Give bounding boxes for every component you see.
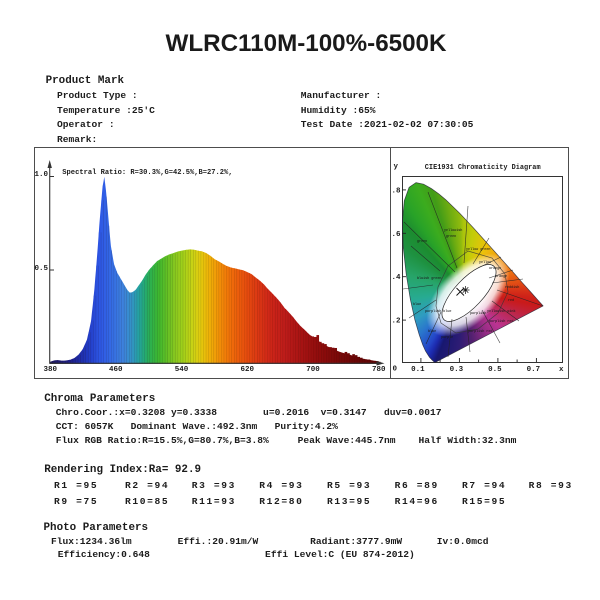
svg-text:yellow: yellow xyxy=(479,260,492,265)
svg-text:.2: .2 xyxy=(391,318,401,326)
svg-text:yellowish pink: yellowish pink xyxy=(487,309,516,314)
svg-text:purplish red: purplish red xyxy=(489,319,513,324)
svg-text:620: 620 xyxy=(241,366,255,374)
svg-text:460: 460 xyxy=(109,366,123,374)
svg-text:orange: orange xyxy=(489,266,501,271)
svg-text:green: green xyxy=(417,239,427,244)
svg-text:0.5: 0.5 xyxy=(488,366,502,374)
svg-text:red: red xyxy=(508,298,514,303)
svg-text:.4: .4 xyxy=(391,274,401,282)
svg-text:0.3: 0.3 xyxy=(450,366,464,374)
svg-text:0.7: 0.7 xyxy=(527,366,541,374)
svg-text:y: y xyxy=(394,163,399,171)
svg-text:Spectral Ratio: R=30.3%,G=42.: Spectral Ratio: R=30.3%,G=42.5%,B=27.2%, xyxy=(62,169,232,177)
svg-text:purplish: purplish xyxy=(470,311,486,316)
svg-text:1.0: 1.0 xyxy=(34,171,48,179)
svg-text:blue: blue xyxy=(428,329,436,334)
svg-text:CIE1931 Chromaticity Diagram: CIE1931 Chromaticity Diagram xyxy=(425,164,541,172)
svg-text:0.1: 0.1 xyxy=(411,366,425,374)
svg-text:0: 0 xyxy=(393,366,398,374)
svg-text:blue: blue xyxy=(413,302,421,307)
svg-text:.6: .6 xyxy=(391,231,401,239)
svg-text:bluish green: bluish green xyxy=(417,276,441,281)
svg-text:.8: .8 xyxy=(391,187,401,195)
svg-text:reddish: reddish xyxy=(505,285,519,290)
svg-text:780: 780 xyxy=(372,366,386,374)
svg-text:yellow green: yellow green xyxy=(466,247,490,252)
svg-text:purplish red: purplish red xyxy=(468,329,492,334)
svg-text:yellowish: yellowish xyxy=(444,228,462,233)
svg-text:purplish blue: purplish blue xyxy=(425,309,451,314)
svg-text:540: 540 xyxy=(175,366,189,374)
svg-text:x: x xyxy=(559,366,564,374)
svg-text:orange: orange xyxy=(495,274,507,279)
svg-text:380: 380 xyxy=(43,366,57,374)
svg-text:green: green xyxy=(446,234,456,239)
svg-text:purple: purple xyxy=(441,335,453,340)
svg-text:700: 700 xyxy=(306,366,320,374)
svg-text:0.5: 0.5 xyxy=(34,265,48,273)
